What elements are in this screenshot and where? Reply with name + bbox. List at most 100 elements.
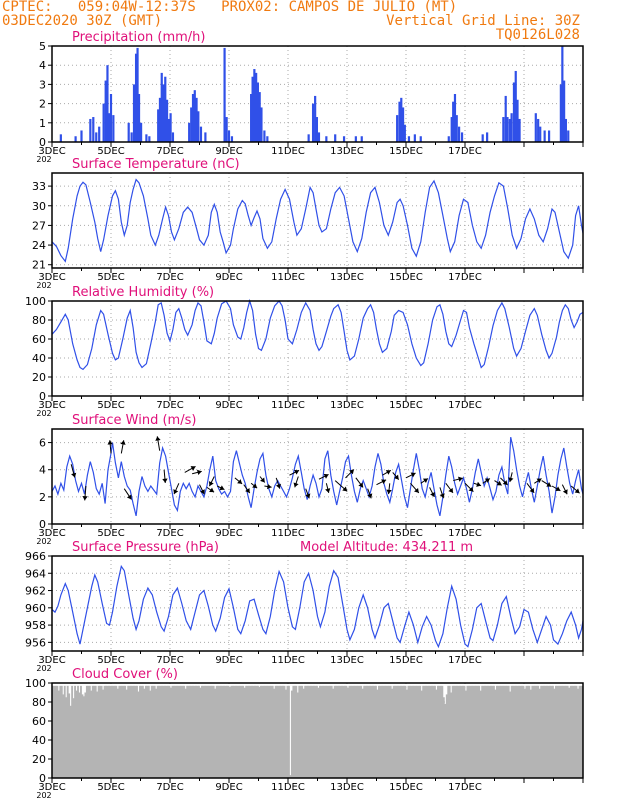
x-tick-label: 9DEC bbox=[215, 655, 242, 666]
wind-vector-head bbox=[422, 478, 428, 484]
cloud-bar bbox=[254, 685, 256, 778]
wind-vector-head bbox=[410, 472, 416, 478]
cloud-bar bbox=[417, 685, 420, 778]
cloud-bar bbox=[392, 685, 395, 778]
cloud-bar bbox=[541, 685, 544, 778]
precip-bar bbox=[508, 118, 511, 142]
precip-bar bbox=[453, 94, 457, 142]
y-tick-label: 0 bbox=[39, 390, 46, 403]
x-tick-label: 9DEC bbox=[215, 272, 242, 283]
cloud-bar bbox=[286, 685, 289, 778]
x-tick-label: 15DEC bbox=[389, 146, 423, 157]
wind-vector-head bbox=[294, 469, 300, 475]
cloud-bar bbox=[149, 690, 152, 778]
precip-bar bbox=[250, 94, 253, 142]
x-tick-label: 11DEC bbox=[271, 400, 305, 411]
wind-vector-head bbox=[496, 480, 502, 486]
wind-vector-head bbox=[325, 488, 331, 493]
cloud-bar bbox=[352, 685, 355, 778]
precip-bar bbox=[148, 136, 151, 142]
cloud-bar bbox=[74, 685, 76, 778]
cloud-bar bbox=[288, 685, 290, 778]
cloud-bar bbox=[351, 685, 354, 778]
cloud-bar bbox=[93, 685, 96, 778]
cloud-bar bbox=[116, 688, 119, 778]
cloud-bar bbox=[202, 685, 205, 778]
y-tick-label: 4 bbox=[39, 464, 46, 477]
x-tick-label: 7DEC bbox=[156, 528, 183, 539]
cloud-bar bbox=[450, 692, 453, 778]
cloud-bar bbox=[150, 685, 153, 778]
y-tick-label: 956 bbox=[25, 636, 46, 649]
cloud-bar bbox=[57, 690, 60, 778]
cloud-bar bbox=[363, 685, 366, 778]
cloud-bar bbox=[552, 685, 554, 778]
cloud-bar bbox=[479, 690, 482, 778]
cloud-bar bbox=[115, 685, 118, 778]
cloud-bar bbox=[512, 685, 515, 778]
wind-vector-head bbox=[508, 477, 514, 483]
precip-bar bbox=[534, 113, 537, 142]
precip-bar bbox=[311, 103, 315, 142]
series-line-wind bbox=[51, 436, 584, 517]
cloud-bar bbox=[227, 685, 230, 778]
precip-bar bbox=[452, 101, 455, 142]
precip-bar bbox=[502, 117, 505, 142]
x-tick-label: 7DEC bbox=[156, 655, 183, 666]
cloud-bar bbox=[125, 689, 128, 778]
cloud-bar bbox=[559, 685, 562, 778]
cloud-bar bbox=[333, 685, 336, 778]
x-tick-label: 17DEC bbox=[448, 272, 482, 283]
cloud-bar bbox=[267, 685, 270, 778]
y-tick-label: 0 bbox=[39, 518, 46, 531]
cloud-bar bbox=[317, 687, 320, 778]
cloud-bar bbox=[299, 685, 302, 778]
cloud-bar bbox=[408, 685, 411, 778]
wind-vector-head bbox=[358, 482, 364, 488]
wind-vector-head bbox=[367, 493, 373, 499]
y-tick-label: 21 bbox=[32, 259, 46, 272]
panel-title-humidity: Relative Humidity (%) bbox=[72, 285, 214, 300]
precip-bar bbox=[258, 92, 261, 142]
cloud-bar bbox=[335, 685, 338, 778]
cloud-bar bbox=[211, 685, 214, 778]
cloud-bar bbox=[562, 685, 565, 778]
model-altitude-label: Model Altitude: 434.211 m bbox=[300, 540, 473, 555]
x-tick-label: 13DEC bbox=[330, 782, 364, 793]
cloud-bar bbox=[136, 685, 138, 778]
wind-vector-head bbox=[349, 469, 354, 475]
wind-vector-head bbox=[458, 476, 463, 482]
panel-temperature: Surface Temperature (nC) 21 24 27 30 33 3DEC 5D… bbox=[32, 157, 584, 290]
cloud-bar bbox=[271, 685, 274, 778]
cloud-bar bbox=[190, 685, 193, 778]
cloud-bar bbox=[139, 685, 141, 778]
header-grid-note: Vertical Grid Line: 30Z bbox=[386, 13, 580, 29]
precip-bar bbox=[510, 113, 513, 142]
precip-bar bbox=[567, 130, 570, 142]
precip-bar bbox=[132, 84, 136, 142]
cloud-bar bbox=[414, 685, 417, 778]
cloud-bar bbox=[444, 703, 447, 778]
cloud-bar bbox=[78, 692, 81, 778]
precip-bar bbox=[325, 136, 328, 142]
panel-humidity: Relative Humidity (%) 0 20 40 60 80 100 3DEC 5DE… bbox=[25, 285, 584, 418]
cloud-bar bbox=[543, 685, 546, 778]
cloud-bar bbox=[237, 685, 240, 778]
cloud-bar bbox=[206, 685, 209, 778]
cloud-bar bbox=[379, 685, 382, 778]
cloud-bar bbox=[111, 685, 113, 778]
panel-title-temperature: Surface Temperature (nC) bbox=[72, 157, 240, 172]
cloud-bar bbox=[277, 685, 280, 778]
cloud-bar bbox=[469, 685, 472, 778]
cloud-bar bbox=[436, 685, 439, 778]
cloud-bar bbox=[372, 685, 374, 778]
wind-vector-head bbox=[266, 483, 272, 490]
cloud-bar bbox=[472, 685, 475, 778]
y-tick-label: 4 bbox=[39, 59, 46, 72]
cloud-bar bbox=[428, 685, 430, 778]
y-tick-label: 958 bbox=[25, 619, 46, 632]
x-tick-label: 7DEC bbox=[156, 146, 183, 157]
cloud-bar bbox=[556, 685, 559, 778]
cloud-bar bbox=[302, 688, 305, 778]
cloud-bar bbox=[140, 685, 143, 778]
